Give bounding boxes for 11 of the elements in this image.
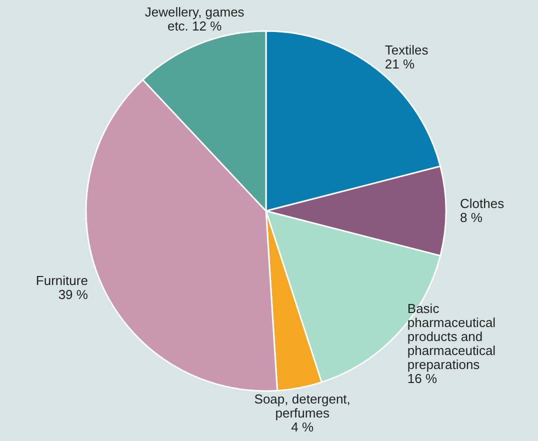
slice-label: Textiles <box>384 42 429 58</box>
slice-label: Soap, detergent, perfumes <box>254 392 350 421</box>
data-label: 39 % <box>58 287 88 302</box>
data-label: 8 % <box>460 210 483 225</box>
data-label: 21 % <box>384 56 415 72</box>
slice-label: Jewellery, games etc. 12 % <box>144 4 245 34</box>
slice-label: Clothes <box>460 196 505 211</box>
slice-label: Furniture <box>36 273 88 288</box>
data-label: 4 % <box>291 420 314 435</box>
data-label: 16 % <box>407 370 438 386</box>
slice-label: Basic pharmaceutical products and pharmaceutical preparations <box>407 300 496 372</box>
